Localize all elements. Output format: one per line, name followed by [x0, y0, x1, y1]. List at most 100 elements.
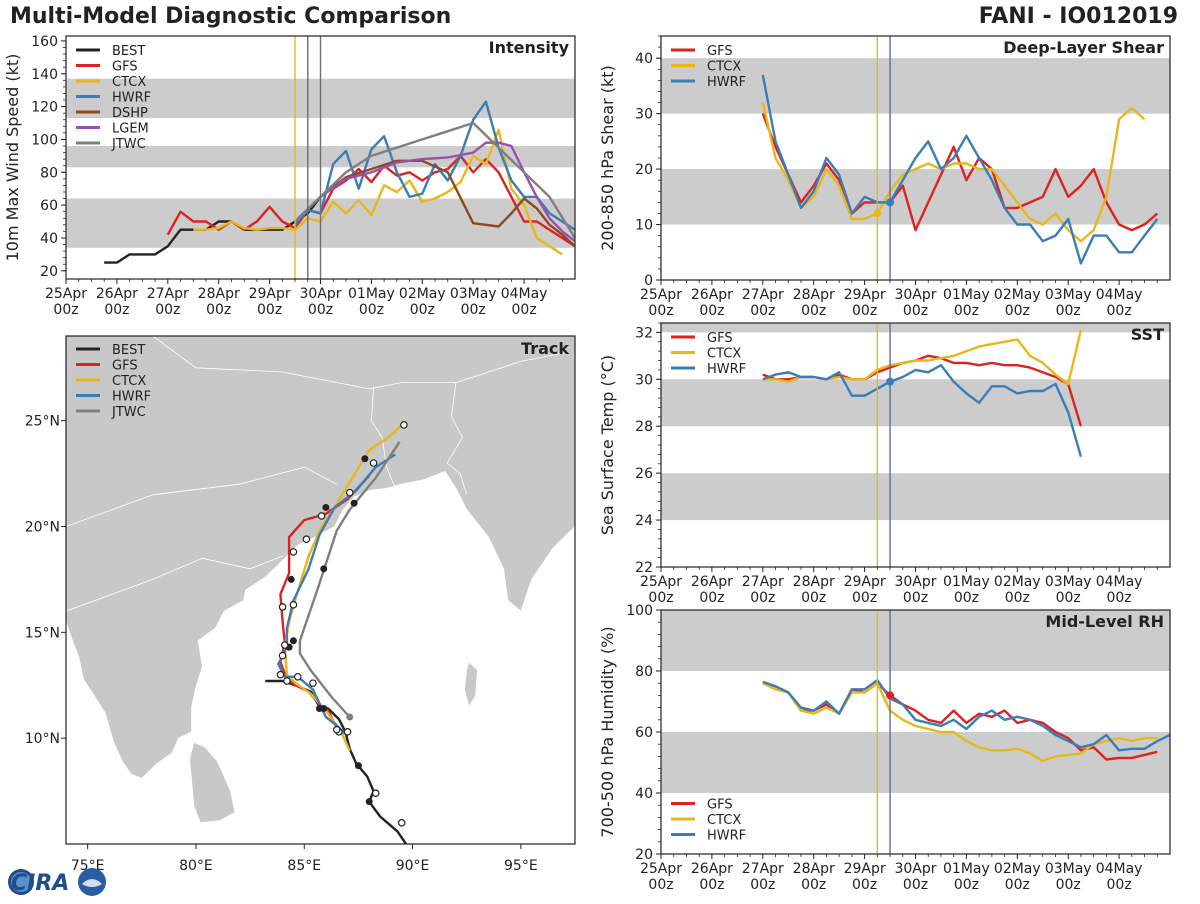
panel-intensity: 2040608010012014016025Apr00z26Apr00z27Ap…	[3, 34, 576, 318]
series-line-ctcx	[761, 102, 1146, 243]
x-tick-label-hour: 00z	[1107, 590, 1132, 606]
x-tick-label-hour: 00z	[801, 877, 826, 893]
y-tick-label: 100	[626, 603, 653, 619]
x-tick-label-date: 25Apr	[640, 861, 682, 877]
x-tick-label-date: 25Apr	[640, 287, 682, 303]
y-axis-label: 700-500 hPa Humidity (%)	[598, 626, 617, 837]
boundary-line	[446, 382, 468, 495]
y-axis-label: Sea Surface Temp (°C)	[598, 355, 617, 535]
track-marker-open	[369, 459, 378, 467]
x-tick-label-date: 27Apr	[742, 287, 784, 303]
sri-lanka	[189, 741, 236, 824]
x-tick-label-hour: 00z	[1056, 877, 1081, 893]
legend-label-hwrf: HWRF	[707, 362, 746, 377]
track-line-best	[265, 679, 408, 844]
track-marker-open	[345, 488, 354, 497]
y-tick-label: 40	[635, 51, 653, 67]
x-tick-label-hour: 00z	[257, 302, 282, 318]
x-tick-label-date: 04May	[501, 286, 548, 302]
marker-gfs	[886, 691, 895, 700]
x-tick-label-date: 29Apr	[844, 861, 886, 877]
boundary-line	[152, 336, 565, 390]
series-line-jtwc	[294, 121, 575, 239]
legend-label-ctcx: CTCX	[112, 75, 146, 90]
y-tick-label: 160	[31, 34, 58, 50]
x-tick-label-date: 02May	[399, 286, 446, 302]
x-tick-label-date: 26Apr	[691, 861, 733, 877]
track-marker-open	[317, 512, 326, 520]
y-tick-label: 20	[635, 162, 653, 178]
plot-frame	[65, 335, 576, 845]
panel-rh: 2040608010025Apr00z26Apr00z27Apr00z28Apr…	[598, 603, 1171, 893]
legend-label-jtwc: JTWC	[111, 137, 146, 152]
track-marker-filled	[361, 455, 369, 463]
x-tick-label-date: 28Apr	[793, 861, 835, 877]
legend-label-ctcx: CTCX	[707, 347, 741, 362]
y-tick-label: 32	[635, 325, 653, 341]
x-tick-label-date: 04May	[1096, 287, 1143, 303]
x-tick-label-hour: 00z	[750, 303, 775, 319]
track-marker-open	[302, 535, 311, 544]
x-tick-label-hour: 00z	[699, 590, 724, 606]
x-tick-label-hour: 00z	[699, 303, 724, 319]
panel-title: Intensity	[489, 38, 570, 57]
y-tick-label: 60	[635, 725, 653, 741]
y-tick-label: 30	[635, 107, 653, 123]
x-tick-label-date: 30Apr	[894, 574, 936, 590]
x-tick-label-hour: 00z	[1005, 590, 1030, 606]
legend-label-gfs: GFS	[707, 44, 733, 59]
x-tick-label-date: 03May	[450, 286, 497, 302]
legend-label-gfs: GFS	[112, 60, 138, 75]
x-tick-label: 90°E	[396, 858, 430, 874]
track-marker-filled	[354, 762, 362, 770]
series-line-lgem	[294, 141, 575, 243]
legend-label-ctcx: CTCX	[707, 60, 741, 75]
track-marker-filled	[350, 499, 358, 507]
storm-id: FANI - IO012019	[978, 4, 1178, 29]
x-tick-label-date: 27Apr	[742, 861, 784, 877]
x-tick-label-date: 28Apr	[198, 286, 240, 302]
x-tick-label-hour: 00z	[903, 877, 928, 893]
x-tick-label-date: 04May	[1096, 574, 1143, 590]
y-tick-label: 22	[635, 560, 653, 576]
x-tick-label-hour: 00z	[903, 590, 928, 606]
marker-hwrf	[886, 198, 895, 207]
shaded-band	[661, 169, 1170, 225]
plot-frame	[660, 322, 1171, 568]
y-tick-label: 28	[635, 419, 653, 435]
y-tick-label: 30	[635, 372, 653, 388]
x-tick-label-hour: 00z	[801, 590, 826, 606]
plot-frame	[660, 609, 1171, 855]
y-tick-label: 25°N	[25, 414, 60, 430]
legend-label-dshp: DSHP	[112, 106, 148, 121]
track-marker-open	[278, 603, 287, 611]
x-tick-label-hour: 00z	[750, 877, 775, 893]
x-tick-label-hour: 00z	[648, 303, 673, 319]
andaman-islands	[464, 661, 478, 708]
y-tick-label: 120	[31, 100, 58, 116]
x-tick-label-date: 02May	[994, 574, 1041, 590]
series-group	[762, 329, 1083, 458]
x-tick-label-date: 01May	[348, 286, 395, 302]
x-tick-label-date: 29Apr	[844, 287, 886, 303]
series-line-hwrf	[762, 364, 1083, 458]
track-marker-open	[283, 677, 291, 685]
x-tick-label-hour: 00z	[903, 303, 928, 319]
y-tick-label: 0	[644, 273, 653, 289]
x-tick-label-date: 25Apr	[45, 286, 87, 302]
legend-label-best: BEST	[112, 44, 145, 59]
x-tick-label-hour: 00z	[410, 302, 435, 318]
track-marker-open	[276, 670, 285, 679]
plot-frame	[65, 35, 576, 280]
x-tick-label-date: 30Apr	[894, 287, 936, 303]
y-tick-label: 26	[635, 466, 653, 482]
y-tick-label: 20°N	[25, 520, 60, 536]
x-tick-label-hour: 00z	[104, 302, 129, 318]
series-line-gfs	[762, 682, 1158, 761]
series-line-hwrf	[294, 100, 575, 231]
x-tick-label-hour: 00z	[512, 302, 537, 318]
x-tick-label-hour: 00z	[1056, 590, 1081, 606]
x-tick-label-hour: 00z	[954, 590, 979, 606]
y-axis-label: 10m Max Wind Speed (kt)	[3, 54, 22, 262]
plot-frame	[660, 35, 1171, 281]
